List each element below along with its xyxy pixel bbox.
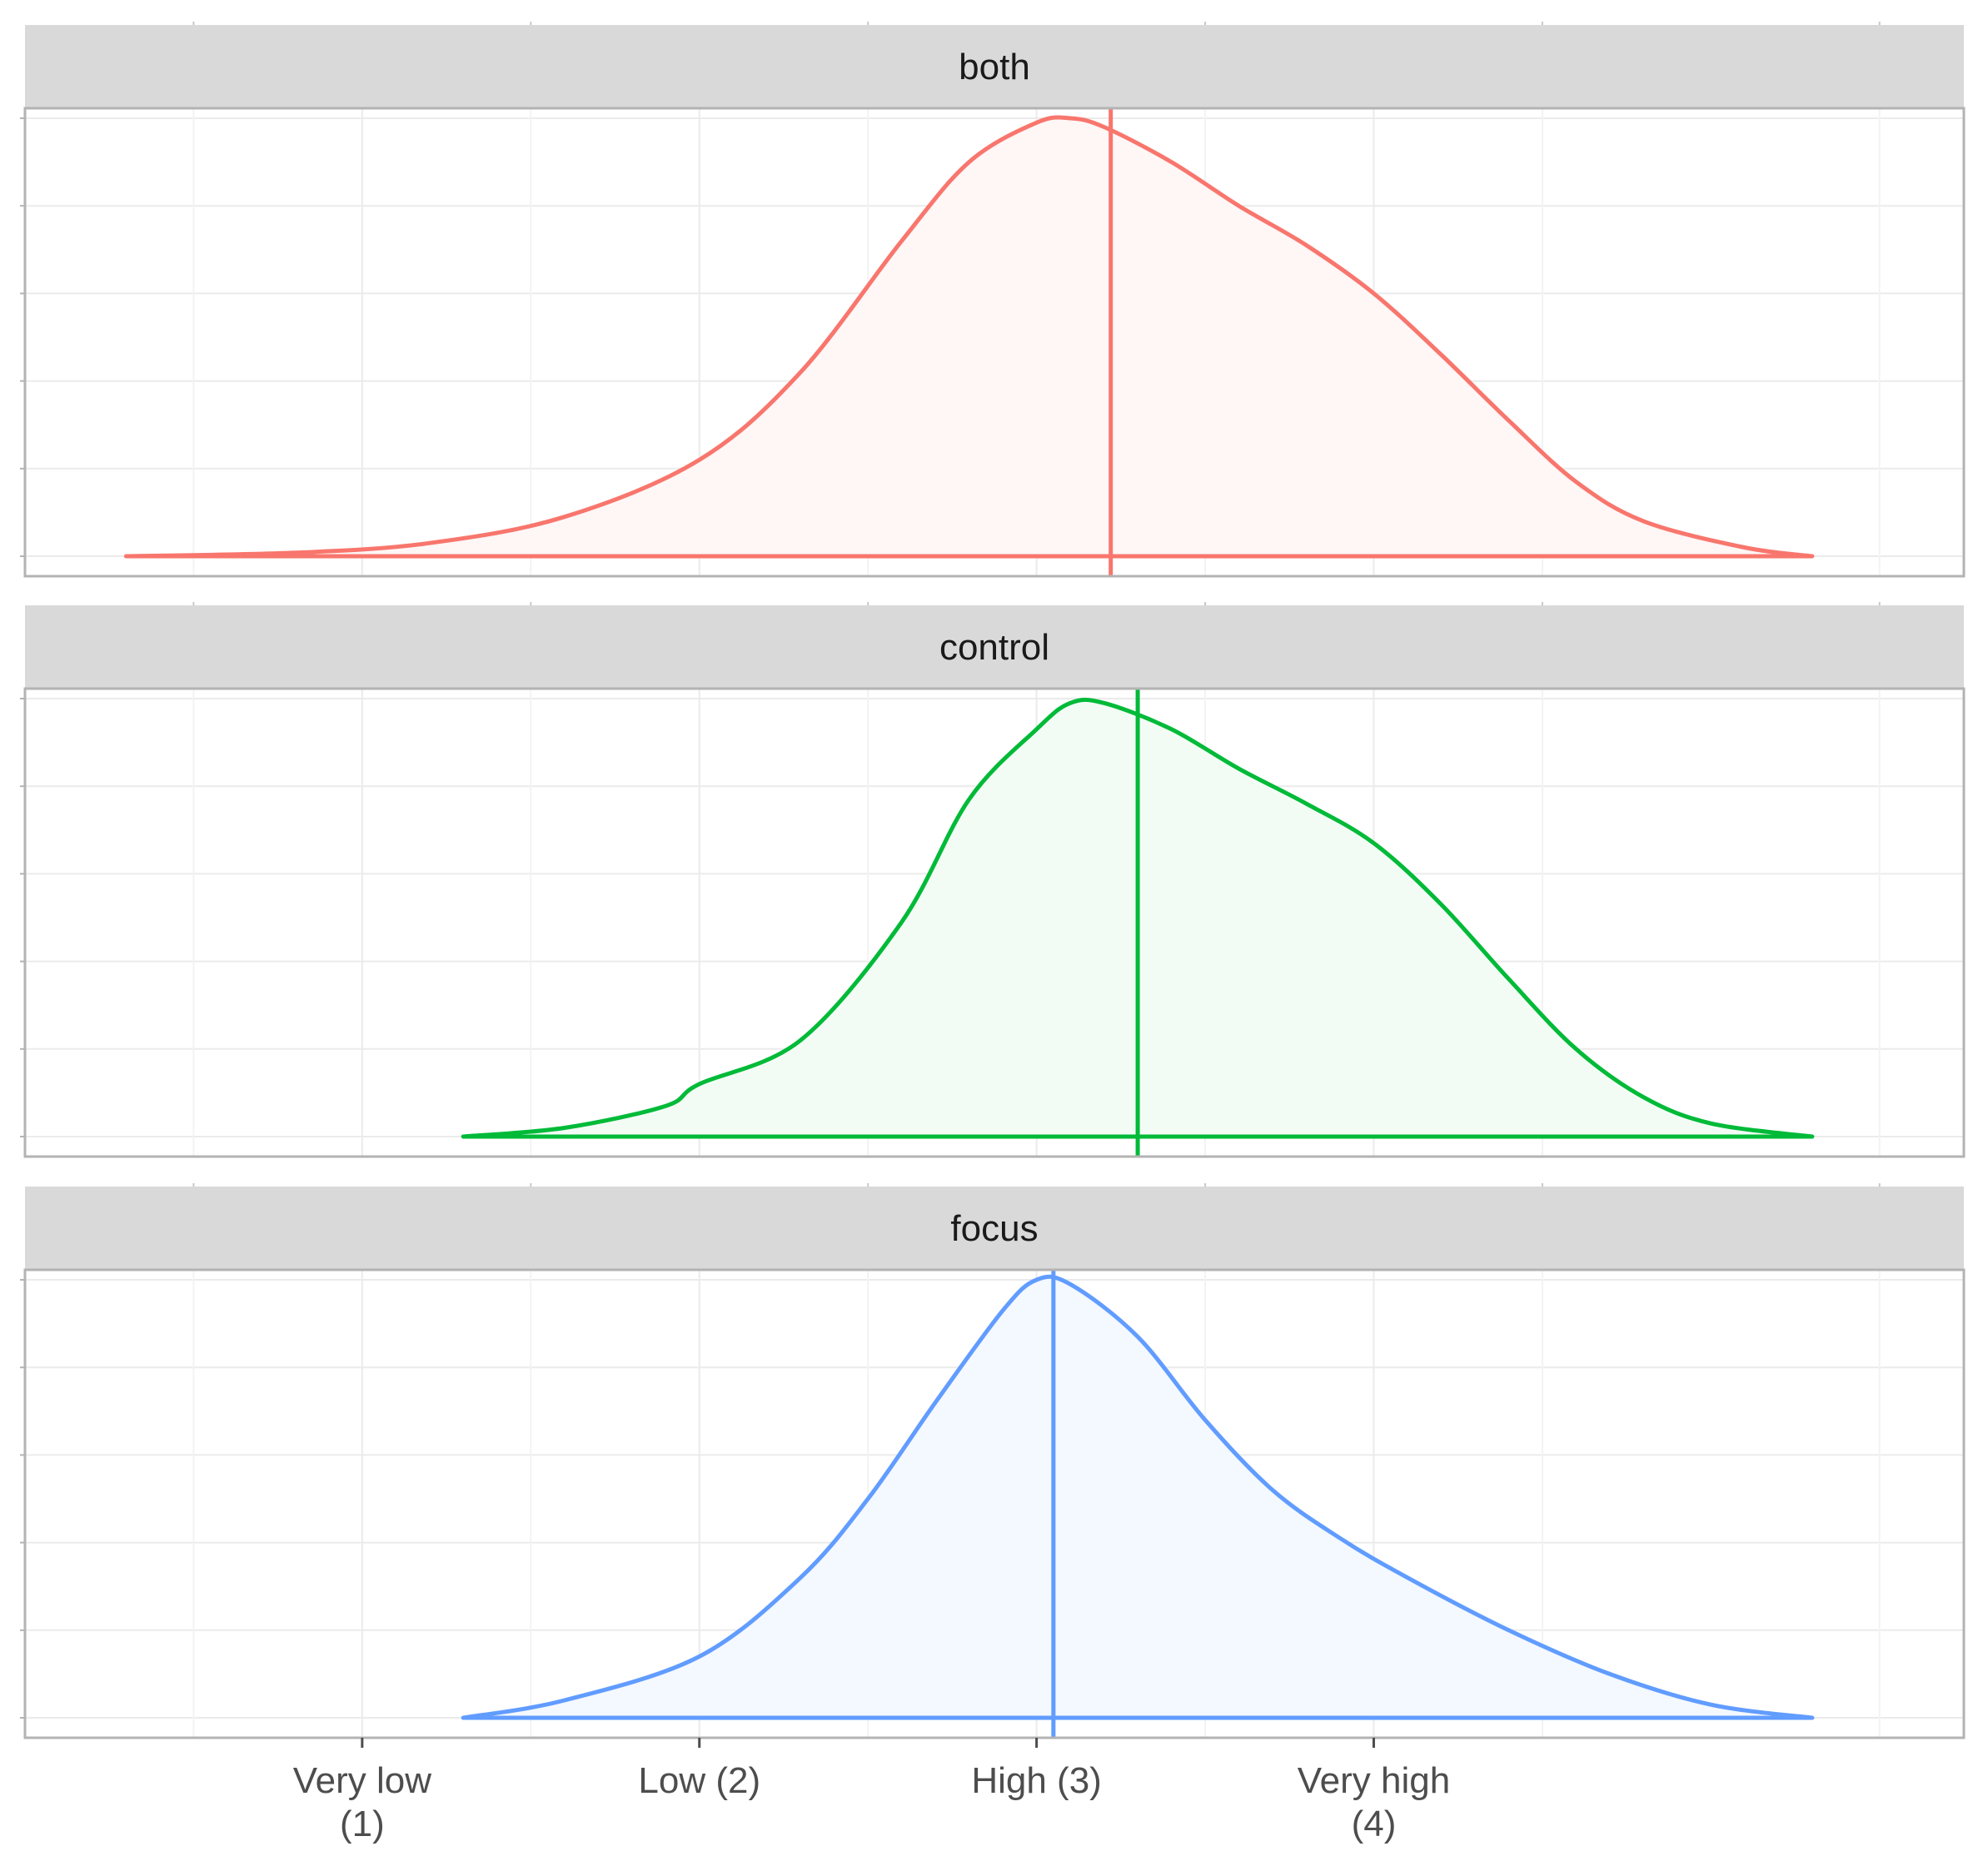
x-tick-label: (4) — [1352, 1804, 1397, 1844]
panel-border — [23, 1268, 1966, 1739]
panel-border — [23, 107, 1966, 578]
facet-strip-both — [25, 25, 1964, 108]
facet-strip-focus — [25, 1187, 1964, 1270]
x-tick-label: Very low — [293, 1760, 432, 1801]
facet-label-both: both — [959, 47, 1030, 87]
x-tick-label: (1) — [340, 1804, 385, 1844]
density-area-focus — [463, 1276, 1812, 1718]
x-tick-label: Low (2) — [638, 1760, 760, 1801]
facet-strip-control — [25, 605, 1964, 689]
density-curve-control — [461, 697, 1815, 1139]
x-tick-label: High (3) — [971, 1760, 1102, 1801]
facet-label-focus: focus — [950, 1208, 1038, 1249]
density-area-both — [126, 117, 1812, 556]
x-tick-label: Very high — [1298, 1760, 1450, 1801]
density-curve-focus — [461, 1274, 1815, 1720]
facet-label-control: control — [939, 627, 1049, 668]
panel-border — [23, 687, 1966, 1158]
density-curve-both — [124, 115, 1815, 559]
